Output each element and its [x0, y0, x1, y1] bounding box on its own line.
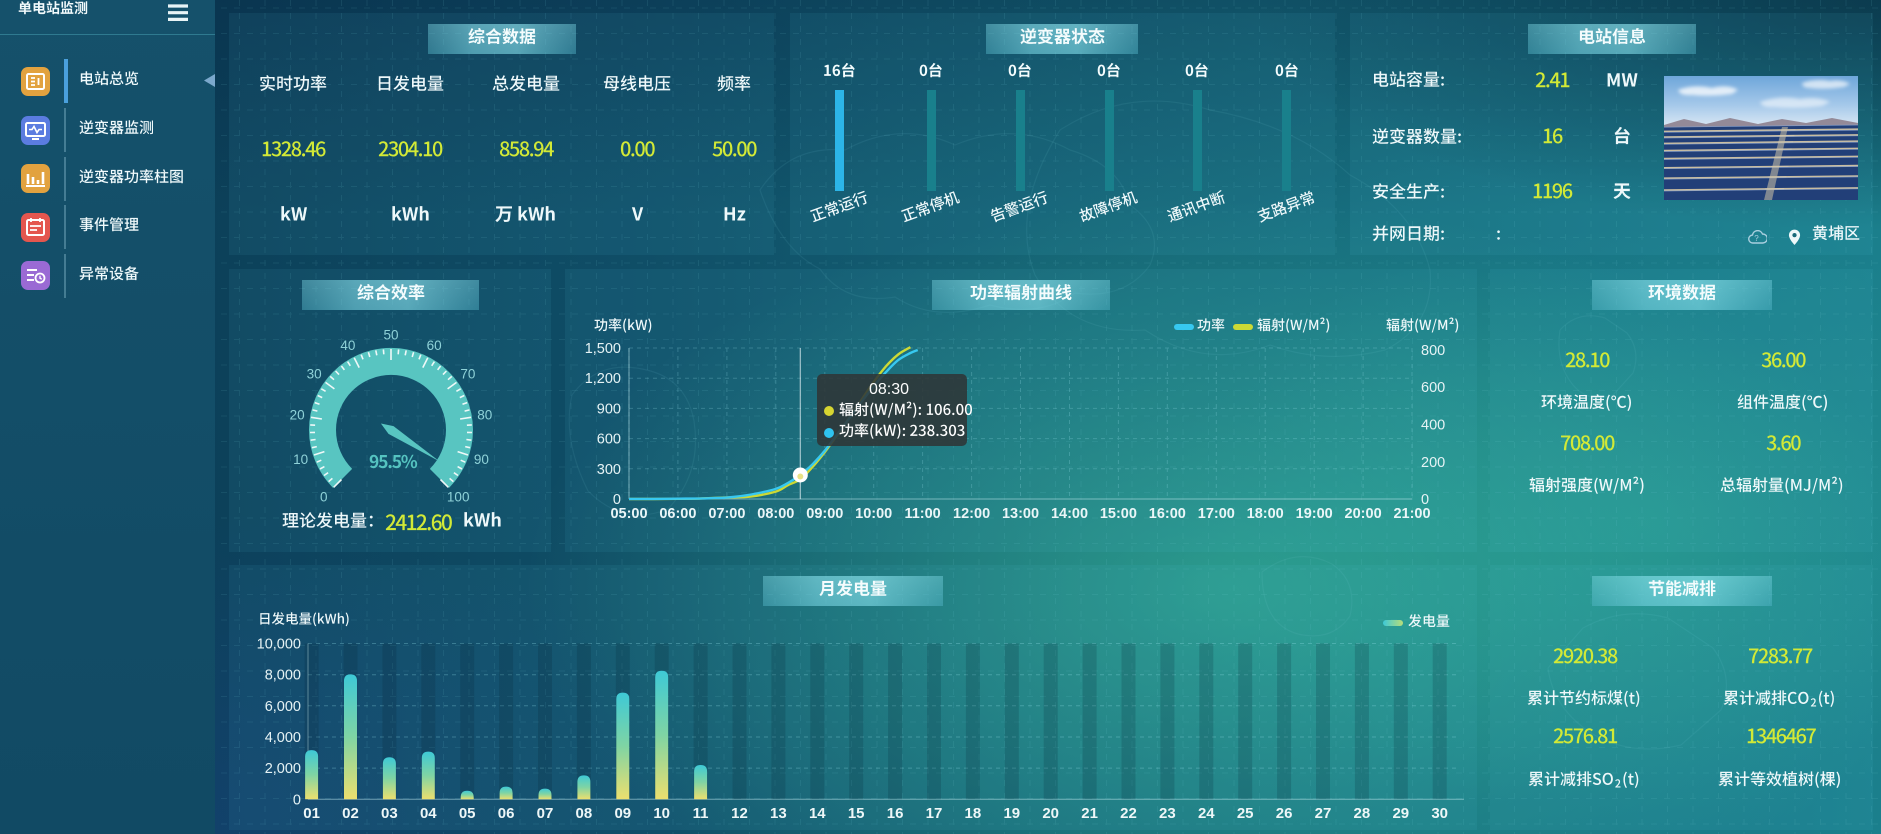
svg-text:30: 30	[307, 367, 322, 382]
svg-text:26: 26	[1276, 805, 1293, 822]
svg-text:?: ?	[1754, 234, 1759, 243]
svg-text:20:00: 20:00	[1345, 506, 1382, 522]
svg-text:22: 22	[1120, 805, 1137, 822]
svg-text:600: 600	[597, 432, 621, 448]
svg-text:05: 05	[459, 805, 476, 822]
svg-text:0: 0	[1421, 492, 1429, 508]
svg-text:10: 10	[653, 805, 670, 822]
svg-text:800: 800	[1421, 343, 1445, 359]
svg-text:14: 14	[809, 805, 826, 822]
svg-text:23: 23	[1159, 805, 1176, 822]
svg-text:06: 06	[498, 805, 515, 822]
svg-text:11:00: 11:00	[904, 506, 940, 522]
svg-text:90: 90	[474, 452, 489, 467]
svg-text:18: 18	[965, 805, 982, 822]
svg-text:100: 100	[447, 490, 470, 505]
svg-text:04: 04	[420, 805, 437, 822]
svg-text:4,000: 4,000	[265, 730, 301, 746]
svg-text:30: 30	[1431, 805, 1448, 822]
svg-text:01: 01	[303, 805, 320, 822]
svg-text:11: 11	[693, 805, 709, 822]
svg-text:6,000: 6,000	[265, 699, 301, 715]
svg-text:8,000: 8,000	[265, 668, 301, 684]
svg-text:0: 0	[320, 490, 328, 505]
svg-text:20: 20	[290, 408, 305, 423]
svg-text:06:00: 06:00	[659, 506, 696, 522]
svg-text:27: 27	[1315, 805, 1332, 822]
svg-text:24: 24	[1198, 805, 1215, 822]
svg-text:1,500: 1,500	[585, 341, 621, 357]
svg-text:16: 16	[887, 805, 904, 822]
svg-text:0: 0	[293, 792, 301, 808]
svg-text:0: 0	[613, 492, 621, 508]
svg-text:07:00: 07:00	[708, 506, 745, 522]
svg-text:80: 80	[477, 408, 492, 423]
svg-text:12: 12	[731, 805, 748, 822]
svg-text:70: 70	[460, 367, 475, 382]
svg-text:600: 600	[1421, 380, 1445, 396]
svg-text:12:00: 12:00	[953, 506, 990, 522]
svg-text:15: 15	[848, 805, 865, 822]
svg-text:13:00: 13:00	[1002, 506, 1039, 522]
svg-text:05:00: 05:00	[610, 506, 647, 522]
svg-text:60: 60	[427, 338, 442, 353]
svg-text:10: 10	[293, 452, 308, 467]
svg-text:20: 20	[1042, 805, 1059, 822]
svg-text:02: 02	[342, 805, 359, 822]
svg-text:09:00: 09:00	[806, 506, 843, 522]
svg-text:13: 13	[770, 805, 787, 822]
svg-text:09: 09	[614, 805, 631, 822]
svg-text:10:00: 10:00	[855, 506, 892, 522]
svg-text:300: 300	[597, 462, 621, 478]
svg-text:15:00: 15:00	[1100, 506, 1137, 522]
svg-text:19:00: 19:00	[1296, 506, 1333, 522]
svg-text:14:00: 14:00	[1051, 506, 1088, 522]
svg-text:17: 17	[926, 805, 943, 822]
svg-text:21:00: 21:00	[1393, 506, 1430, 522]
svg-text:08: 08	[576, 805, 593, 822]
svg-text:2,000: 2,000	[265, 761, 301, 777]
svg-text:28: 28	[1354, 805, 1371, 822]
svg-text:19: 19	[1003, 805, 1020, 822]
svg-text:40: 40	[340, 338, 355, 353]
svg-text:10,000: 10,000	[257, 637, 301, 653]
svg-text:50: 50	[383, 328, 398, 343]
svg-text:08:00: 08:00	[757, 506, 794, 522]
svg-text:07: 07	[537, 805, 554, 822]
svg-text:25: 25	[1237, 805, 1254, 822]
svg-text:18:00: 18:00	[1247, 506, 1284, 522]
svg-text:16:00: 16:00	[1149, 506, 1186, 522]
svg-text:400: 400	[1421, 418, 1445, 434]
svg-text:21: 21	[1081, 805, 1098, 822]
svg-text:1,200: 1,200	[585, 371, 621, 387]
svg-text:200: 200	[1421, 455, 1445, 471]
svg-text:03: 03	[381, 805, 398, 822]
svg-text:17:00: 17:00	[1198, 506, 1235, 522]
svg-text:900: 900	[597, 401, 621, 417]
svg-text:29: 29	[1392, 805, 1409, 822]
